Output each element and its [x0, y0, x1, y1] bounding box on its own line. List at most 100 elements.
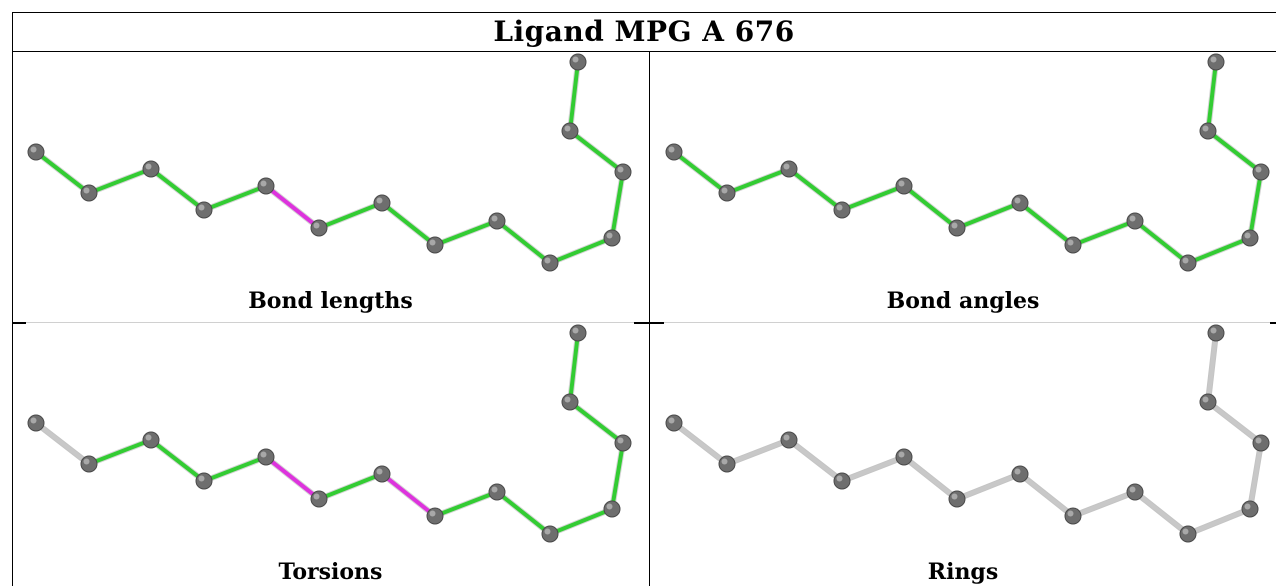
atom [1199, 393, 1217, 411]
atom-highlight [145, 434, 152, 441]
atom [488, 483, 506, 501]
bond-outlier [380, 472, 437, 518]
bond-ok [610, 170, 625, 240]
atom [1207, 53, 1225, 71]
atom [142, 431, 160, 449]
caption-torsions: Torsions [278, 559, 383, 585]
atom [1064, 236, 1082, 254]
atom [948, 490, 966, 508]
atom [1241, 500, 1259, 518]
atom-highlight [1244, 503, 1251, 510]
atom-highlight [1244, 232, 1251, 239]
atom [80, 184, 98, 202]
title-bar: Ligand MPG A 676 [12, 12, 1276, 52]
bond-ok [568, 331, 580, 404]
bond-ok [725, 167, 791, 195]
atom [569, 324, 587, 342]
bond-ok [840, 184, 906, 212]
atom-highlight [1255, 166, 1262, 173]
atom-highlight [30, 417, 37, 424]
atom [833, 201, 851, 219]
atom [1011, 465, 1029, 483]
bond-unassessed [787, 438, 844, 483]
panel-rings: Rings [650, 323, 1276, 586]
figure-frame [12, 12, 1276, 586]
atom [833, 472, 851, 490]
atom-highlight [313, 493, 320, 500]
atom-highlight [1182, 257, 1189, 264]
bond-unassessed [840, 455, 906, 483]
panel-torsions: Torsions [12, 323, 649, 586]
atom-highlight [260, 180, 267, 187]
atom [1126, 483, 1144, 501]
atom [541, 254, 559, 272]
bond-unassessed [1206, 400, 1263, 445]
atom-highlight [617, 437, 624, 444]
atom-highlight [198, 204, 205, 211]
bond-unassessed [902, 455, 959, 501]
atom-highlight [429, 510, 436, 517]
atom-highlight [1067, 510, 1074, 517]
molecule-bond-lengths [27, 53, 632, 272]
bond-ok [548, 507, 614, 536]
atom-highlight [544, 528, 551, 535]
bond-ok [317, 472, 384, 501]
atom [1179, 525, 1197, 543]
column-divider [649, 52, 650, 586]
atom-highlight [951, 493, 958, 500]
atom-highlight [898, 451, 905, 458]
bond-ok [672, 150, 729, 195]
bond-ok [1206, 60, 1218, 133]
atom-highlight [83, 458, 90, 465]
bond-ok [1133, 219, 1190, 265]
atom [1064, 507, 1082, 525]
panel-bond-lengths: Bond lengths [12, 52, 649, 322]
atom-highlight [313, 222, 320, 229]
bond-unassessed [1133, 490, 1190, 536]
caption-bond-lengths: Bond lengths [248, 288, 413, 314]
bond-ok [202, 184, 268, 212]
atom-highlight [564, 396, 571, 403]
bond-unassessed [672, 421, 729, 466]
bond-ok [548, 236, 614, 265]
atom-highlight [617, 166, 624, 173]
bond-ok [1071, 219, 1137, 247]
molecule-rings [665, 324, 1270, 543]
atom [603, 500, 621, 518]
molecule-bond-angles [665, 53, 1270, 272]
atom-highlight [606, 503, 613, 510]
molecule-torsions [27, 324, 632, 543]
bond-ok [568, 400, 625, 445]
divider-tick-left [12, 322, 26, 324]
bond-ok [902, 184, 959, 230]
atom-highlight [951, 222, 958, 229]
atom [665, 414, 683, 432]
atom-highlight [1129, 486, 1136, 493]
bond-ok [568, 60, 580, 133]
bond-ok [317, 201, 384, 230]
atom-highlight [260, 451, 267, 458]
atom [541, 525, 559, 543]
atom [426, 236, 444, 254]
atom-highlight [145, 163, 152, 170]
bond-ok [380, 201, 437, 247]
bond-ok [568, 129, 625, 174]
bond-unassessed [1248, 441, 1263, 511]
atom [948, 219, 966, 237]
atom-highlight [721, 458, 728, 465]
atom [1241, 229, 1259, 247]
row-divider-right [664, 322, 1270, 323]
bond-ok [1248, 170, 1263, 240]
atom-highlight [376, 468, 383, 475]
atom [1207, 324, 1225, 342]
atom [569, 53, 587, 71]
atom [614, 434, 632, 452]
atom-highlight [783, 163, 790, 170]
atom [27, 414, 45, 432]
atom-highlight [1067, 239, 1074, 246]
bond-ok [1018, 201, 1075, 247]
atom [561, 122, 579, 140]
atom [1199, 122, 1217, 140]
atom-highlight [544, 257, 551, 264]
atom-highlight [721, 187, 728, 194]
